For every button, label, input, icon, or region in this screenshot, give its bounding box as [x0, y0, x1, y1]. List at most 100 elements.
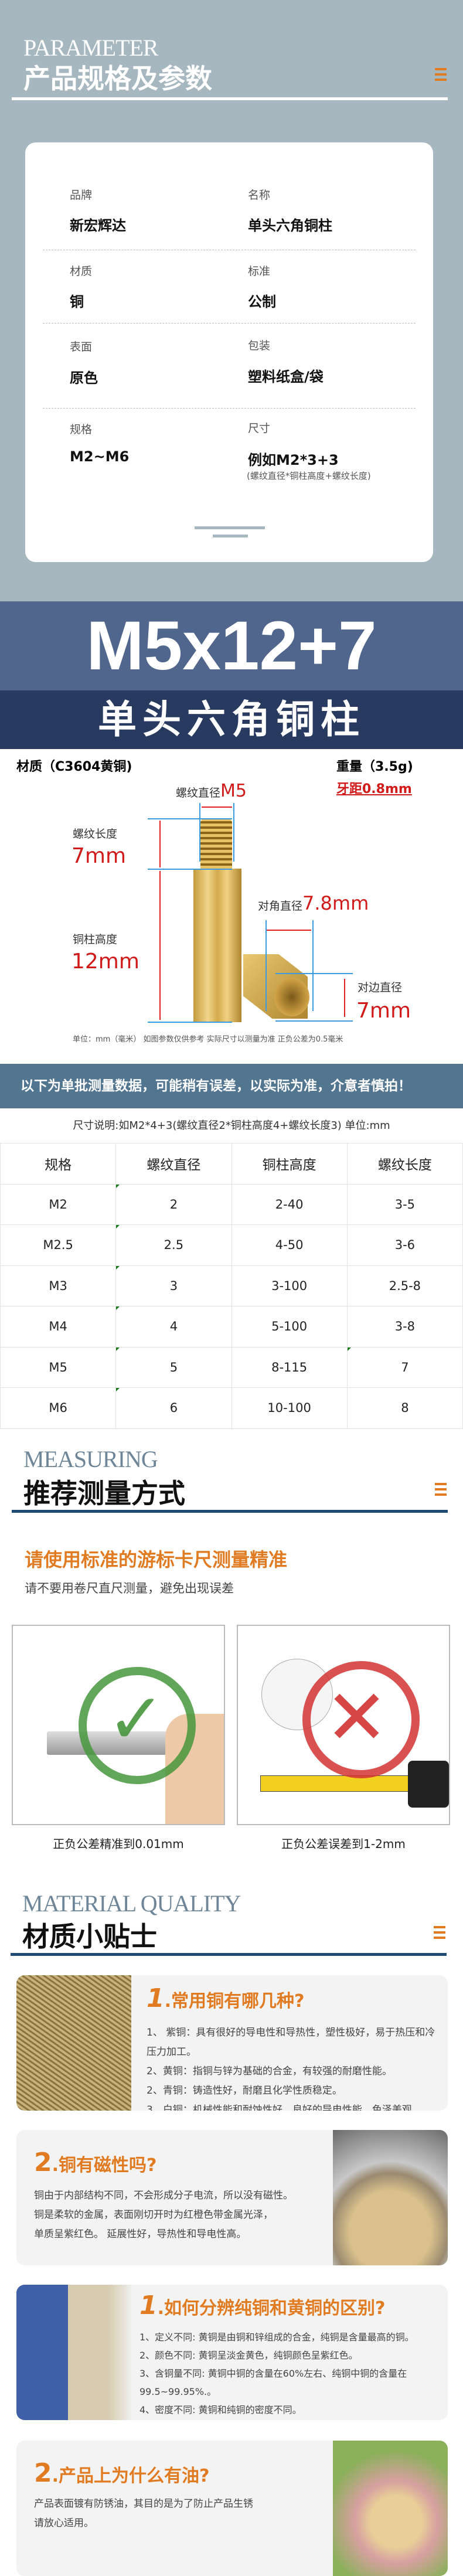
param-value: 例如M2*3+3: [248, 452, 339, 468]
tip-card: 2.产品上为什么有油? 产品表面镀有防锈油，其目的是为了防止产品生锈 请放心适用…: [16, 2441, 448, 2576]
model-banner: M5x12+7: [0, 601, 463, 690]
param-value: M2~M6: [70, 448, 130, 465]
spec-table: 规格 螺纹直径 铜柱高度 螺纹长度 M2 2 2-40 3-5 M2.5 2.5 4-50…: [0, 1143, 463, 1429]
corner-dia-label: 对角直径: [258, 900, 303, 913]
tip-title: .铜有磁性吗?: [52, 2155, 157, 2176]
table-cell: M5: [0, 1346, 117, 1388]
section-en-title: PARAMETER: [23, 35, 159, 61]
lab-worker-image: [16, 2285, 131, 2420]
section-title: 材质小贴士: [22, 1921, 157, 1952]
brass-rods-image: [16, 1975, 131, 2111]
tip-title: .产品上为什么有油?: [52, 2466, 210, 2486]
param-value: 公制: [248, 294, 276, 310]
tip-card: 1.常用铜有哪几种? 1、 紫铜：具有很好的导电性和导热性，塑性极好，易于热压和…: [16, 1975, 448, 2111]
dim-line: [148, 818, 232, 819]
tip-line: 铜是柔软的金属，表面刚切开时为红橙色带金属光泽，: [34, 2209, 273, 2221]
table-cell: 10-100: [231, 1387, 348, 1429]
param-label: 尺寸: [248, 422, 271, 435]
check-icon: ✓: [107, 1679, 166, 1760]
table-row: M4 4 5-100 3-8: [0, 1306, 463, 1347]
caliper-image: ✓: [12, 1625, 225, 1825]
dim-arrow: [202, 807, 232, 808]
tip-line: 2、青铜：铸造性好，耐磨且化学性质稳定。: [147, 2085, 342, 2097]
copper-parts-bowls-image: [333, 2130, 448, 2265]
tip-line: 3、白铜：机械性能和耐蚀性好，良好的导电性能，色泽美观。: [147, 2104, 422, 2111]
tip-line: 4、密度不同: 黄铜和纯铜的密度不同。: [139, 2404, 302, 2415]
table-cell: 3: [115, 1265, 232, 1306]
female-thread-hole: [274, 978, 309, 1016]
tip-title: .常用铜有哪几种?: [164, 1991, 305, 2012]
cross-icon: ✕: [325, 1673, 389, 1762]
table-cell: 2.5: [115, 1224, 232, 1266]
table-row: M3 3 3-100 2.5-8: [0, 1265, 463, 1306]
param-value: 新宏辉达: [70, 217, 126, 234]
table-row: M5 5 8-115 7: [0, 1346, 463, 1388]
parameter-section: PARAMETER 产品规格及参数 品牌 新宏辉达 名称 单头六角铜柱 材质 铜…: [0, 0, 463, 601]
tip-line: 3、含铜量不同: 黄铜中铜的含量在60%左右、纯铜中铜的含量在99.5~99.9…: [139, 2368, 407, 2397]
param-label: 规格: [70, 423, 93, 436]
tape-measure-image: ✕: [237, 1625, 450, 1825]
brass-parts-in-hand-image: [333, 2441, 448, 2576]
dim-arrow: [159, 871, 161, 1020]
dim-line: [275, 1020, 353, 1022]
column-header: 规格: [0, 1143, 117, 1185]
tip-card: 2.铜有磁性吗? 铜由于内部结构不同，不会形成分子电流，所以没有磁性。 铜是柔软…: [16, 2130, 448, 2265]
divider: [43, 408, 416, 409]
table-cell: 2.5-8: [346, 1265, 463, 1306]
corner-dia-value: 7.8mm: [302, 892, 369, 914]
thread-len-label: 螺纹长度: [73, 828, 118, 840]
param-value: 铜: [70, 294, 84, 310]
tip-card: 1.如何分辨纯铜和黄铜的区别? 1、定义不同: 黄铜是由铜和锌组成的合金，纯铜是…: [16, 2285, 448, 2420]
dim-line: [265, 920, 267, 1011]
param-label: 表面: [70, 341, 93, 353]
column-header: 螺纹直径: [115, 1143, 232, 1185]
section-title: 产品规格及参数: [23, 63, 212, 94]
table-cell: 3-5: [346, 1183, 463, 1225]
dim-arrow: [159, 821, 161, 867]
table-row: M2.5 2.5 4-50 3-6: [0, 1224, 463, 1266]
tip-line: 2、颜色不同: 黄铜呈淡金黄色，纯铜颜色呈紫红色。: [139, 2350, 358, 2361]
dim-arrow: [344, 979, 345, 1017]
param-label: 标准: [248, 265, 271, 278]
material-text: 材质（C3604黄铜): [16, 760, 132, 774]
section-rule: [12, 1510, 448, 1513]
flat-dia-value: 7mm: [356, 999, 411, 1023]
body-height-value: 12mm: [72, 950, 139, 974]
table-cell: 5: [115, 1346, 232, 1388]
thread-dia-value: M5: [220, 781, 247, 801]
dim-line: [312, 920, 314, 1011]
section-rule: [12, 97, 448, 100]
thread-dia-label: 螺纹直径: [176, 787, 221, 799]
diagram-footnote: 单位：mm（毫米） 如图参数仅供参考 实际尺寸以测量为准 正负公差为0.5毫米: [73, 1035, 343, 1044]
tip-line: 1、定义不同: 黄铜是由铜和锌组成的合金，纯铜是含量最高的铜。: [139, 2332, 414, 2343]
flat-dia-label: 对边直径: [358, 981, 403, 994]
body-height-label: 铜柱高度: [73, 933, 118, 946]
param-value: 塑料纸盒/袋: [248, 369, 324, 385]
dim-arrow: [267, 930, 311, 931]
table-row: M6 6 10-100 8: [0, 1387, 463, 1429]
section-en-title: MEASURING: [23, 1446, 158, 1472]
thread-len-value: 7mm: [72, 844, 127, 868]
table-cell: 6: [115, 1387, 232, 1429]
table-cell: M2.5: [0, 1224, 117, 1266]
dimension-note: 尺寸说明:如M2*4+3(螺纹直径2*铜柱高度4+螺纹长度3) 单位:mm: [73, 1119, 390, 1132]
dim-line: [199, 803, 200, 862]
table-cell: 5-100: [231, 1306, 348, 1347]
table-cell: 8-115: [231, 1346, 348, 1388]
dim-line: [233, 803, 234, 862]
column-header: 铜柱高度: [231, 1143, 348, 1185]
param-label: 品牌: [70, 189, 93, 202]
table-cell: 3-6: [346, 1224, 463, 1266]
tip-line: 请放心适用。: [34, 2517, 94, 2529]
tip-line: 1、 紫铜：具有很好的导电性和导热性，塑性极好，易于热压和冷压力加工。: [147, 2027, 435, 2058]
measuring-subtext: 请不要用卷尺直尺测量，避免出现误差: [25, 1581, 234, 1595]
caliper-caption: 正负公差精准到0.01mm: [53, 1837, 184, 1851]
measuring-headline: 请使用标准的游标卡尺测量精准: [25, 1549, 288, 1571]
notice-bar: 以下为单批测量数据，可能稍有误差，以实际为准，介意者慎拍！: [0, 1064, 463, 1108]
section-en-title: MATERIAL QUALITY: [22, 1890, 241, 1917]
dim-line: [148, 1022, 232, 1023]
menu-icon: [435, 1483, 447, 1496]
tape-shape: [260, 1775, 413, 1792]
tape-caption: 正负公差误差到1-2mm: [281, 1837, 406, 1851]
parameter-card: 品牌 新宏辉达 名称 单头六角铜柱 材质 铜 标准 公制 表面 原色 包装 塑料…: [25, 142, 433, 562]
